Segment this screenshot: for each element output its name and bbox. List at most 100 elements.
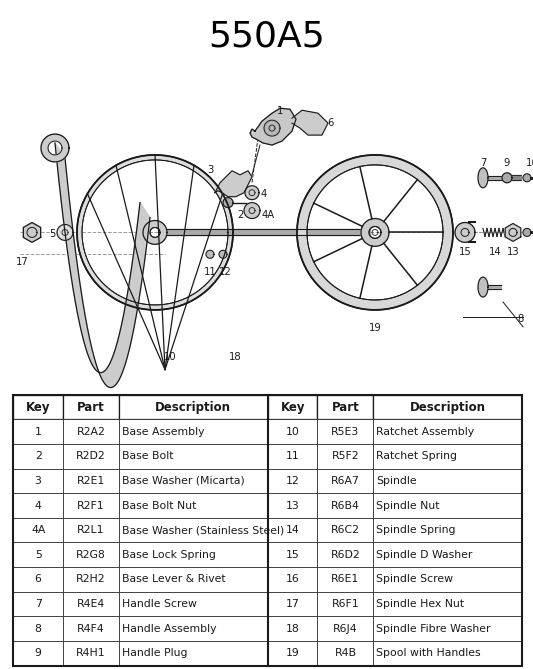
Text: Handle Screw: Handle Screw xyxy=(122,599,197,609)
Bar xyxy=(268,493,318,518)
Polygon shape xyxy=(361,219,389,246)
Bar xyxy=(13,543,63,567)
Bar xyxy=(318,592,373,616)
Polygon shape xyxy=(55,143,150,387)
Text: R2F1: R2F1 xyxy=(77,500,104,510)
Text: Spindle Hex Nut: Spindle Hex Nut xyxy=(376,599,465,609)
Bar xyxy=(63,641,119,666)
Text: 14: 14 xyxy=(286,525,300,535)
Bar xyxy=(268,518,318,543)
Polygon shape xyxy=(478,277,488,297)
Text: R6A7: R6A7 xyxy=(331,476,360,486)
Text: 10: 10 xyxy=(286,427,300,437)
Bar xyxy=(268,468,318,493)
Polygon shape xyxy=(250,108,296,145)
Text: Spindle Spring: Spindle Spring xyxy=(376,525,456,535)
Text: 10: 10 xyxy=(164,352,176,362)
Polygon shape xyxy=(264,120,280,136)
Bar xyxy=(119,493,268,518)
Text: 13: 13 xyxy=(286,500,300,510)
Polygon shape xyxy=(206,250,214,258)
Polygon shape xyxy=(219,250,227,258)
Text: R4F4: R4F4 xyxy=(77,624,104,634)
Text: 19: 19 xyxy=(286,648,300,658)
Bar xyxy=(318,419,373,444)
Text: Base Washer (Micarta): Base Washer (Micarta) xyxy=(122,476,245,486)
Polygon shape xyxy=(215,171,252,197)
Text: R5E3: R5E3 xyxy=(332,427,360,437)
Text: Key: Key xyxy=(26,401,51,413)
Text: 2: 2 xyxy=(237,209,243,219)
Text: R4B: R4B xyxy=(334,648,357,658)
Text: 4: 4 xyxy=(35,500,42,510)
Text: R2H2: R2H2 xyxy=(76,575,106,585)
Bar xyxy=(318,468,373,493)
Text: Key: Key xyxy=(280,401,305,413)
Text: Spindle D Washer: Spindle D Washer xyxy=(376,550,473,560)
Text: 7: 7 xyxy=(35,599,42,609)
Text: R6F1: R6F1 xyxy=(332,599,359,609)
Bar xyxy=(318,641,373,666)
Text: 8: 8 xyxy=(35,624,42,634)
Bar xyxy=(119,518,268,543)
Bar xyxy=(119,616,268,641)
Polygon shape xyxy=(57,225,73,240)
Bar xyxy=(373,493,522,518)
Bar xyxy=(268,543,318,567)
Polygon shape xyxy=(523,228,531,236)
Bar xyxy=(13,493,63,518)
Bar xyxy=(13,518,63,543)
Text: 5: 5 xyxy=(35,550,42,560)
Polygon shape xyxy=(523,174,531,182)
Text: R2A2: R2A2 xyxy=(76,427,106,437)
Bar xyxy=(373,592,522,616)
Bar xyxy=(373,395,522,419)
Bar xyxy=(63,395,119,419)
Text: Description: Description xyxy=(155,401,231,413)
Polygon shape xyxy=(245,186,259,199)
Bar xyxy=(13,567,63,592)
Bar xyxy=(63,543,119,567)
Bar xyxy=(268,567,318,592)
Text: R5F2: R5F2 xyxy=(332,452,359,462)
Text: Ratchet Spring: Ratchet Spring xyxy=(376,452,457,462)
Polygon shape xyxy=(77,155,233,310)
Text: 18: 18 xyxy=(229,352,241,362)
Text: 8: 8 xyxy=(517,314,523,324)
Text: R2L1: R2L1 xyxy=(77,525,104,535)
Text: 4A: 4A xyxy=(31,525,45,535)
Text: 18: 18 xyxy=(286,624,300,634)
Bar xyxy=(373,518,522,543)
Bar xyxy=(119,444,268,468)
Text: 16: 16 xyxy=(526,158,533,168)
Bar xyxy=(318,493,373,518)
Bar xyxy=(373,419,522,444)
Text: Spindle: Spindle xyxy=(376,476,417,486)
Bar xyxy=(318,395,373,419)
Text: 550A5: 550A5 xyxy=(208,20,325,54)
Text: 1: 1 xyxy=(277,106,283,116)
Text: Base Lock Spring: Base Lock Spring xyxy=(122,550,216,560)
Text: R2G8: R2G8 xyxy=(76,550,106,560)
Text: R6J4: R6J4 xyxy=(333,624,358,634)
Text: Spindle Screw: Spindle Screw xyxy=(376,575,454,585)
Text: Base Lever & Rivet: Base Lever & Rivet xyxy=(122,575,225,585)
Text: 3: 3 xyxy=(35,476,42,486)
Text: 4: 4 xyxy=(261,189,267,199)
Text: R6B4: R6B4 xyxy=(331,500,360,510)
Bar xyxy=(318,567,373,592)
Text: Ratchet Assembly: Ratchet Assembly xyxy=(376,427,474,437)
Text: 17: 17 xyxy=(15,257,28,267)
Bar xyxy=(373,641,522,666)
Bar xyxy=(373,567,522,592)
Text: 19: 19 xyxy=(369,322,382,332)
Bar xyxy=(318,518,373,543)
Text: 5: 5 xyxy=(49,229,55,240)
Bar xyxy=(13,641,63,666)
Text: Base Assembly: Base Assembly xyxy=(122,427,205,437)
Polygon shape xyxy=(297,155,453,310)
Text: 11: 11 xyxy=(204,267,216,277)
Text: Base Bolt: Base Bolt xyxy=(122,452,173,462)
Text: Part: Part xyxy=(332,401,359,413)
Bar xyxy=(268,395,318,419)
